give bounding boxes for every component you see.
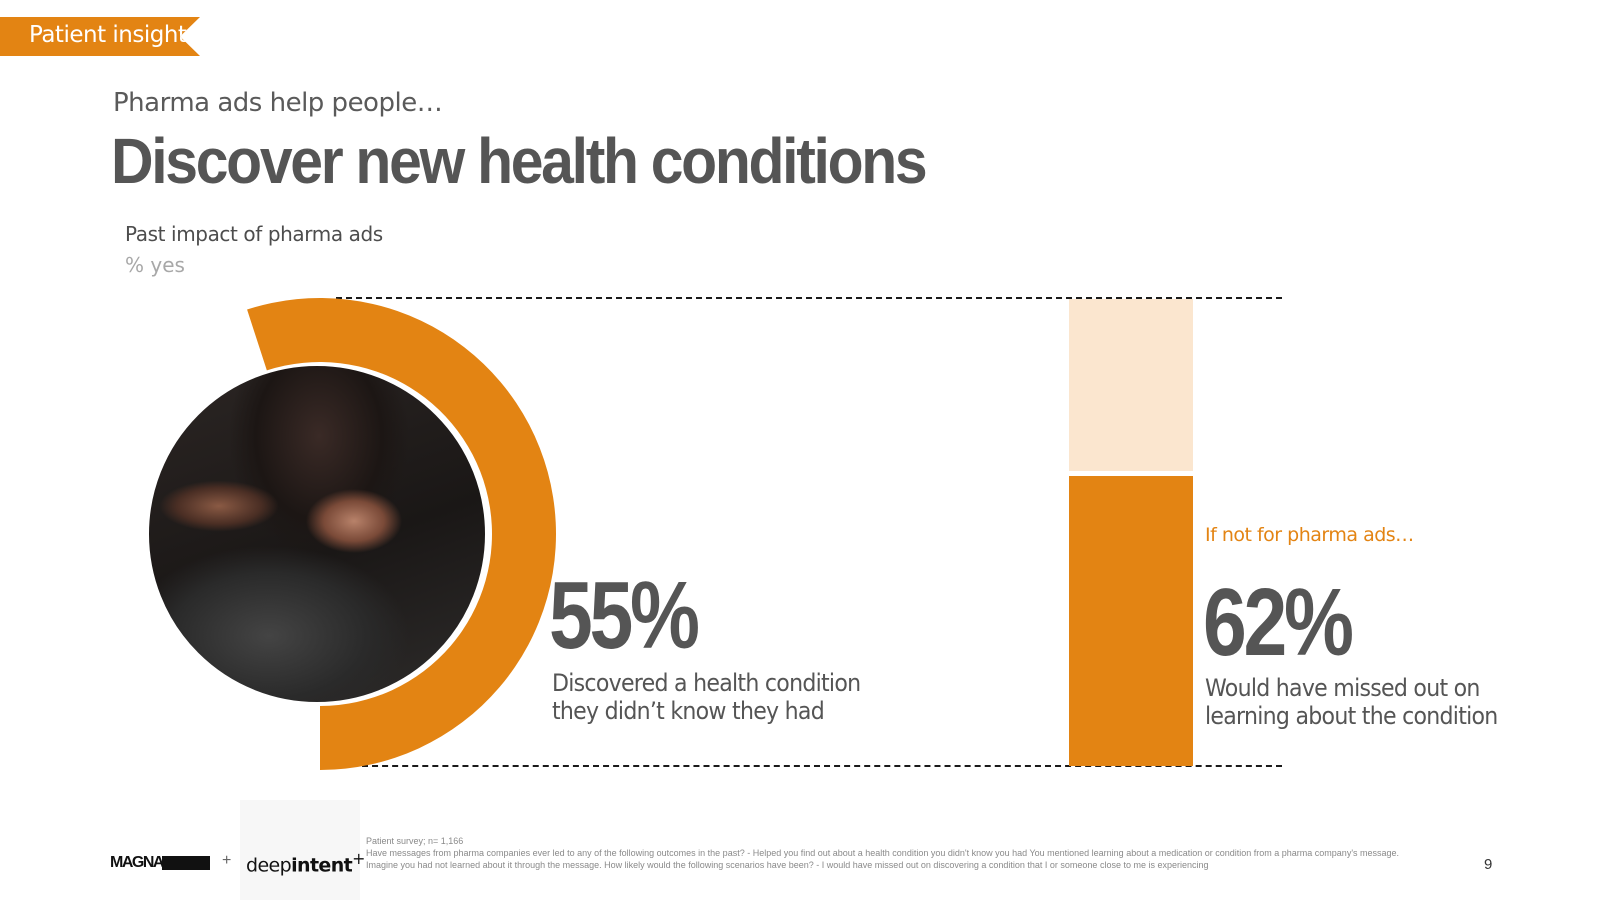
- stat-62-description: Would have missed out on learning about …: [1205, 674, 1498, 730]
- deepintent-logo-a: deep: [246, 854, 292, 877]
- section-tag-label: Patient insight: [29, 22, 187, 48]
- eyebrow-text: Pharma ads help people…: [113, 88, 443, 118]
- bar-62: [1069, 476, 1193, 766]
- donut-arc-55: [247, 297, 557, 770]
- stat-62-desc-line2: learning about the condition: [1205, 702, 1498, 730]
- stat-55-desc-line1: Discovered a health condition: [552, 669, 861, 697]
- stat-62-lead-in: If not for pharma ads…: [1205, 524, 1414, 546]
- footnote-questions: Have messages from pharma companies ever…: [366, 848, 1400, 870]
- chart-subtitle: % yes: [125, 253, 185, 277]
- stat-55-description: Discovered a health condition they didn’…: [552, 669, 861, 725]
- person-photo: [147, 364, 487, 704]
- footnote: Patient survey; n= 1,166 Have messages f…: [366, 835, 1426, 871]
- partner-logo-block: [162, 856, 210, 870]
- deepintent-logo: deepintent+: [246, 849, 365, 876]
- deepintent-logo-sup: +: [352, 849, 365, 868]
- dashed-guide-bottom: [362, 765, 1282, 767]
- logo-backdrop: [240, 800, 360, 900]
- bar-remainder: [1069, 299, 1193, 471]
- logo-plus-sign: +: [222, 852, 232, 869]
- footnote-sample: Patient survey; n= 1,166: [366, 836, 464, 846]
- stat-55-desc-line2: they didn’t know they had: [552, 697, 825, 725]
- stat-62-desc-line1: Would have missed out on: [1205, 674, 1480, 702]
- magna-logo: MAGNA: [110, 854, 164, 871]
- deepintent-logo-b: intent: [291, 854, 353, 877]
- section-tag: Patient insight: [0, 17, 200, 56]
- page-headline: Discover new health conditions: [111, 125, 928, 197]
- dashed-guide-top: [336, 297, 1282, 299]
- stat-55-value: 55%: [549, 562, 700, 669]
- page-number: 9: [1484, 856, 1493, 873]
- stat-62-value: 62%: [1203, 569, 1354, 676]
- chart-title: Past impact of pharma ads: [125, 222, 383, 246]
